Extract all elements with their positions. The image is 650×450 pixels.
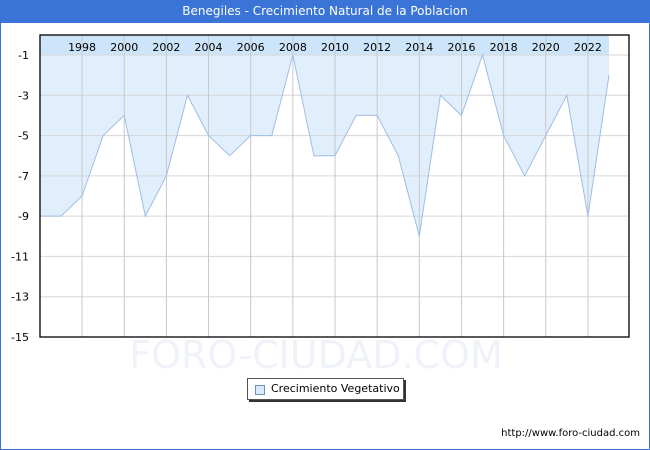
- x-tick-label: 2012: [363, 41, 391, 54]
- watermark: FORO-CIUDAD.COM: [129, 333, 503, 377]
- area-fill: [40, 55, 609, 237]
- y-tick-label: -5: [18, 130, 29, 143]
- series-line: [40, 53, 610, 237]
- x-tick-label: 2016: [447, 41, 475, 54]
- x-tick-label: 2022: [574, 41, 602, 54]
- x-tick-label: 2020: [532, 41, 560, 54]
- legend: Crecimiento Vegetativo: [247, 378, 404, 400]
- y-tick-label: -3: [18, 89, 29, 102]
- x-tick-label: 1998: [68, 41, 96, 54]
- x-tick-label: 2006: [237, 41, 265, 54]
- y-tick-label: -13: [11, 291, 29, 304]
- legend-swatch-icon: [255, 385, 265, 395]
- x-tick-label: 2004: [195, 41, 223, 54]
- plot-border: [39, 34, 630, 338]
- x-tick-label: 2008: [279, 41, 307, 54]
- x-tick-label: 2002: [152, 41, 180, 54]
- top-band: [40, 35, 609, 55]
- y-tick-label: -7: [18, 170, 29, 183]
- x-tick-label: 2010: [321, 41, 349, 54]
- y-tick-label: -1: [18, 49, 29, 62]
- x-tick-label: 2018: [490, 41, 518, 54]
- x-tick-label: 2014: [405, 41, 433, 54]
- x-tick-label: 2000: [110, 41, 138, 54]
- chart-title: Benegiles - Crecimiento Natural de la Po…: [0, 0, 650, 23]
- y-tick-label: -9: [18, 210, 29, 223]
- legend-label: Crecimiento Vegetativo: [271, 382, 400, 395]
- y-tick-label: -11: [11, 250, 29, 263]
- source-url: http://www.foro-ciudad.com: [501, 428, 640, 439]
- y-tick-label: -15: [11, 331, 29, 344]
